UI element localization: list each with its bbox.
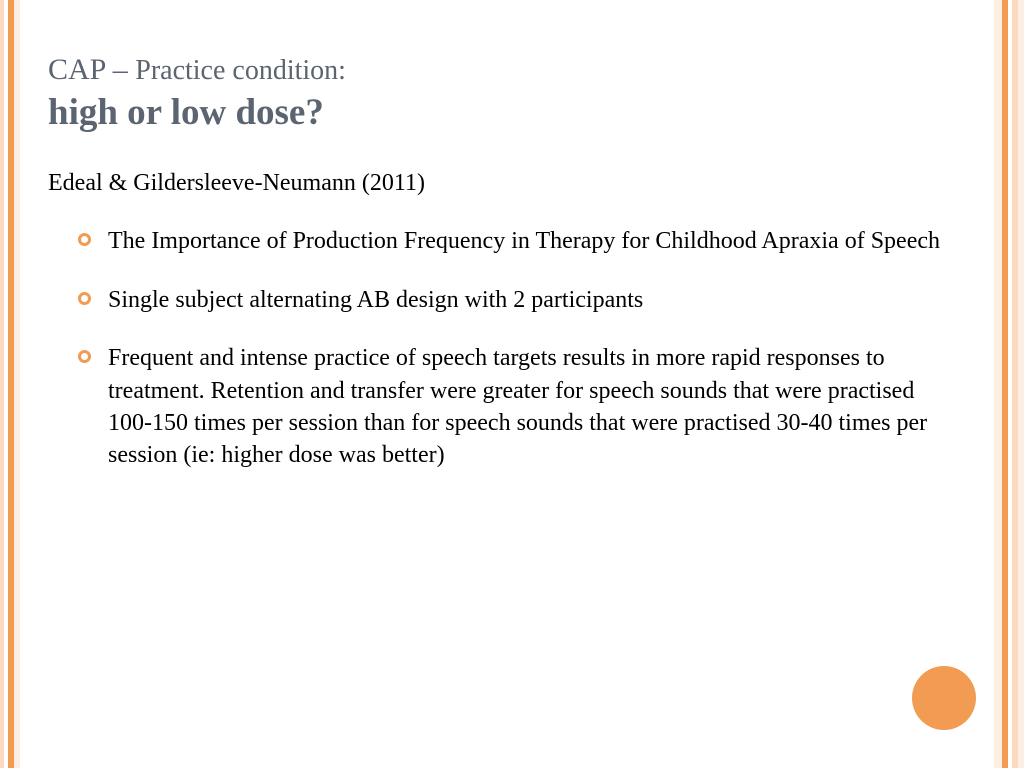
list-item: Single subject alternating AB design wit… [78,284,964,316]
list-item: Frequent and intense practice of speech … [78,342,964,472]
bullet-marker-icon [78,350,91,363]
bullet-text: The Importance of Production Frequency i… [108,228,940,254]
stripe [14,0,20,768]
left-border-stripes [0,0,20,768]
stripe [1018,0,1024,768]
title-rest: Practice condition: [135,55,346,86]
right-border-stripes [994,0,1024,768]
circle-decoration-icon [912,666,976,730]
bullet-text: Frequent and intense practice of speech … [108,345,927,468]
bullet-list: The Importance of Production Frequency i… [48,225,964,471]
list-item: The Importance of Production Frequency i… [78,225,964,257]
bullet-text: Single subject alternating AB design wit… [108,287,643,313]
slide-title-line1: CAP – Practice condition: [48,52,964,88]
slide-title-line2: high or low dose? [48,90,964,136]
bullet-marker-icon [78,292,91,305]
citation-author: Edeal & Gildersleeve-Neumann (2011) [48,168,964,199]
bullet-marker-icon [78,233,91,246]
title-prefix: CAP – [48,53,135,86]
slide-content: CAP – Practice condition: high or low do… [48,52,964,728]
stripe [994,0,1002,768]
